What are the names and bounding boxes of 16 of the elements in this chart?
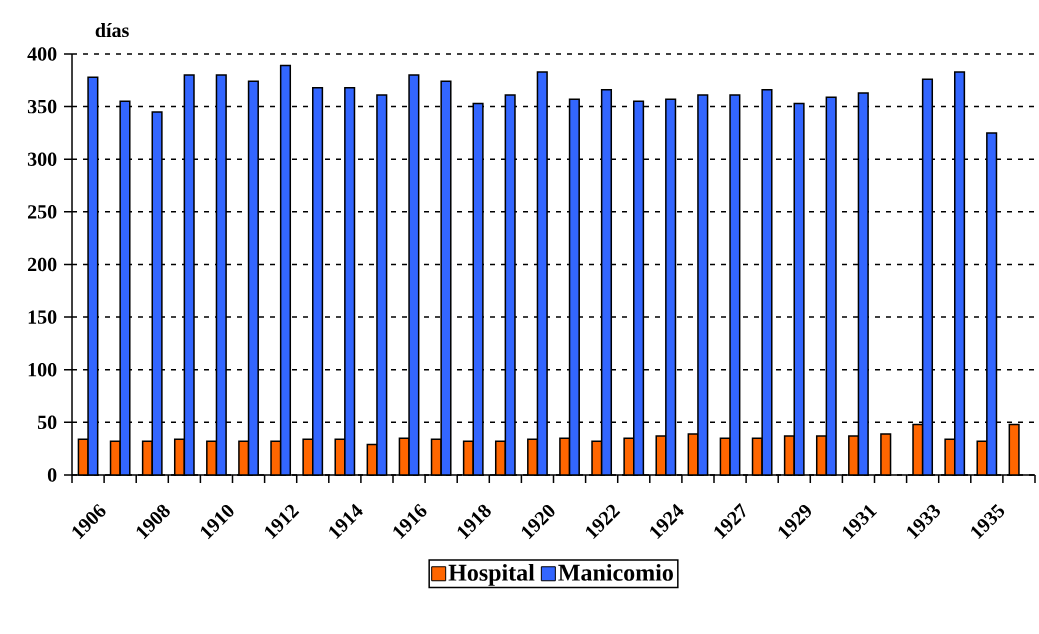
x-tick-label: 1931 bbox=[842, 504, 877, 540]
y-tick-label: 50 bbox=[37, 415, 57, 430]
y-tick-label: 200 bbox=[27, 257, 57, 272]
y-tick-label: 100 bbox=[28, 362, 57, 377]
y-tick-label: 250 bbox=[27, 205, 57, 219]
y-tick-label: 150 bbox=[28, 310, 57, 324]
legend-label: Manicomio bbox=[558, 563, 673, 581]
y-tick-label: 400 bbox=[27, 47, 57, 61]
y-axis-title: días bbox=[95, 23, 129, 38]
y-tick-label: 350 bbox=[27, 99, 57, 114]
legend-label: Hospital bbox=[448, 563, 535, 586]
x-tick-label: 1910 bbox=[200, 505, 234, 540]
y-tick-label: 0 bbox=[47, 468, 57, 482]
y-tick-label: 300 bbox=[27, 152, 57, 166]
x-tick-label: 1929 bbox=[778, 504, 811, 540]
x-tick-label: 1920 bbox=[521, 505, 555, 540]
